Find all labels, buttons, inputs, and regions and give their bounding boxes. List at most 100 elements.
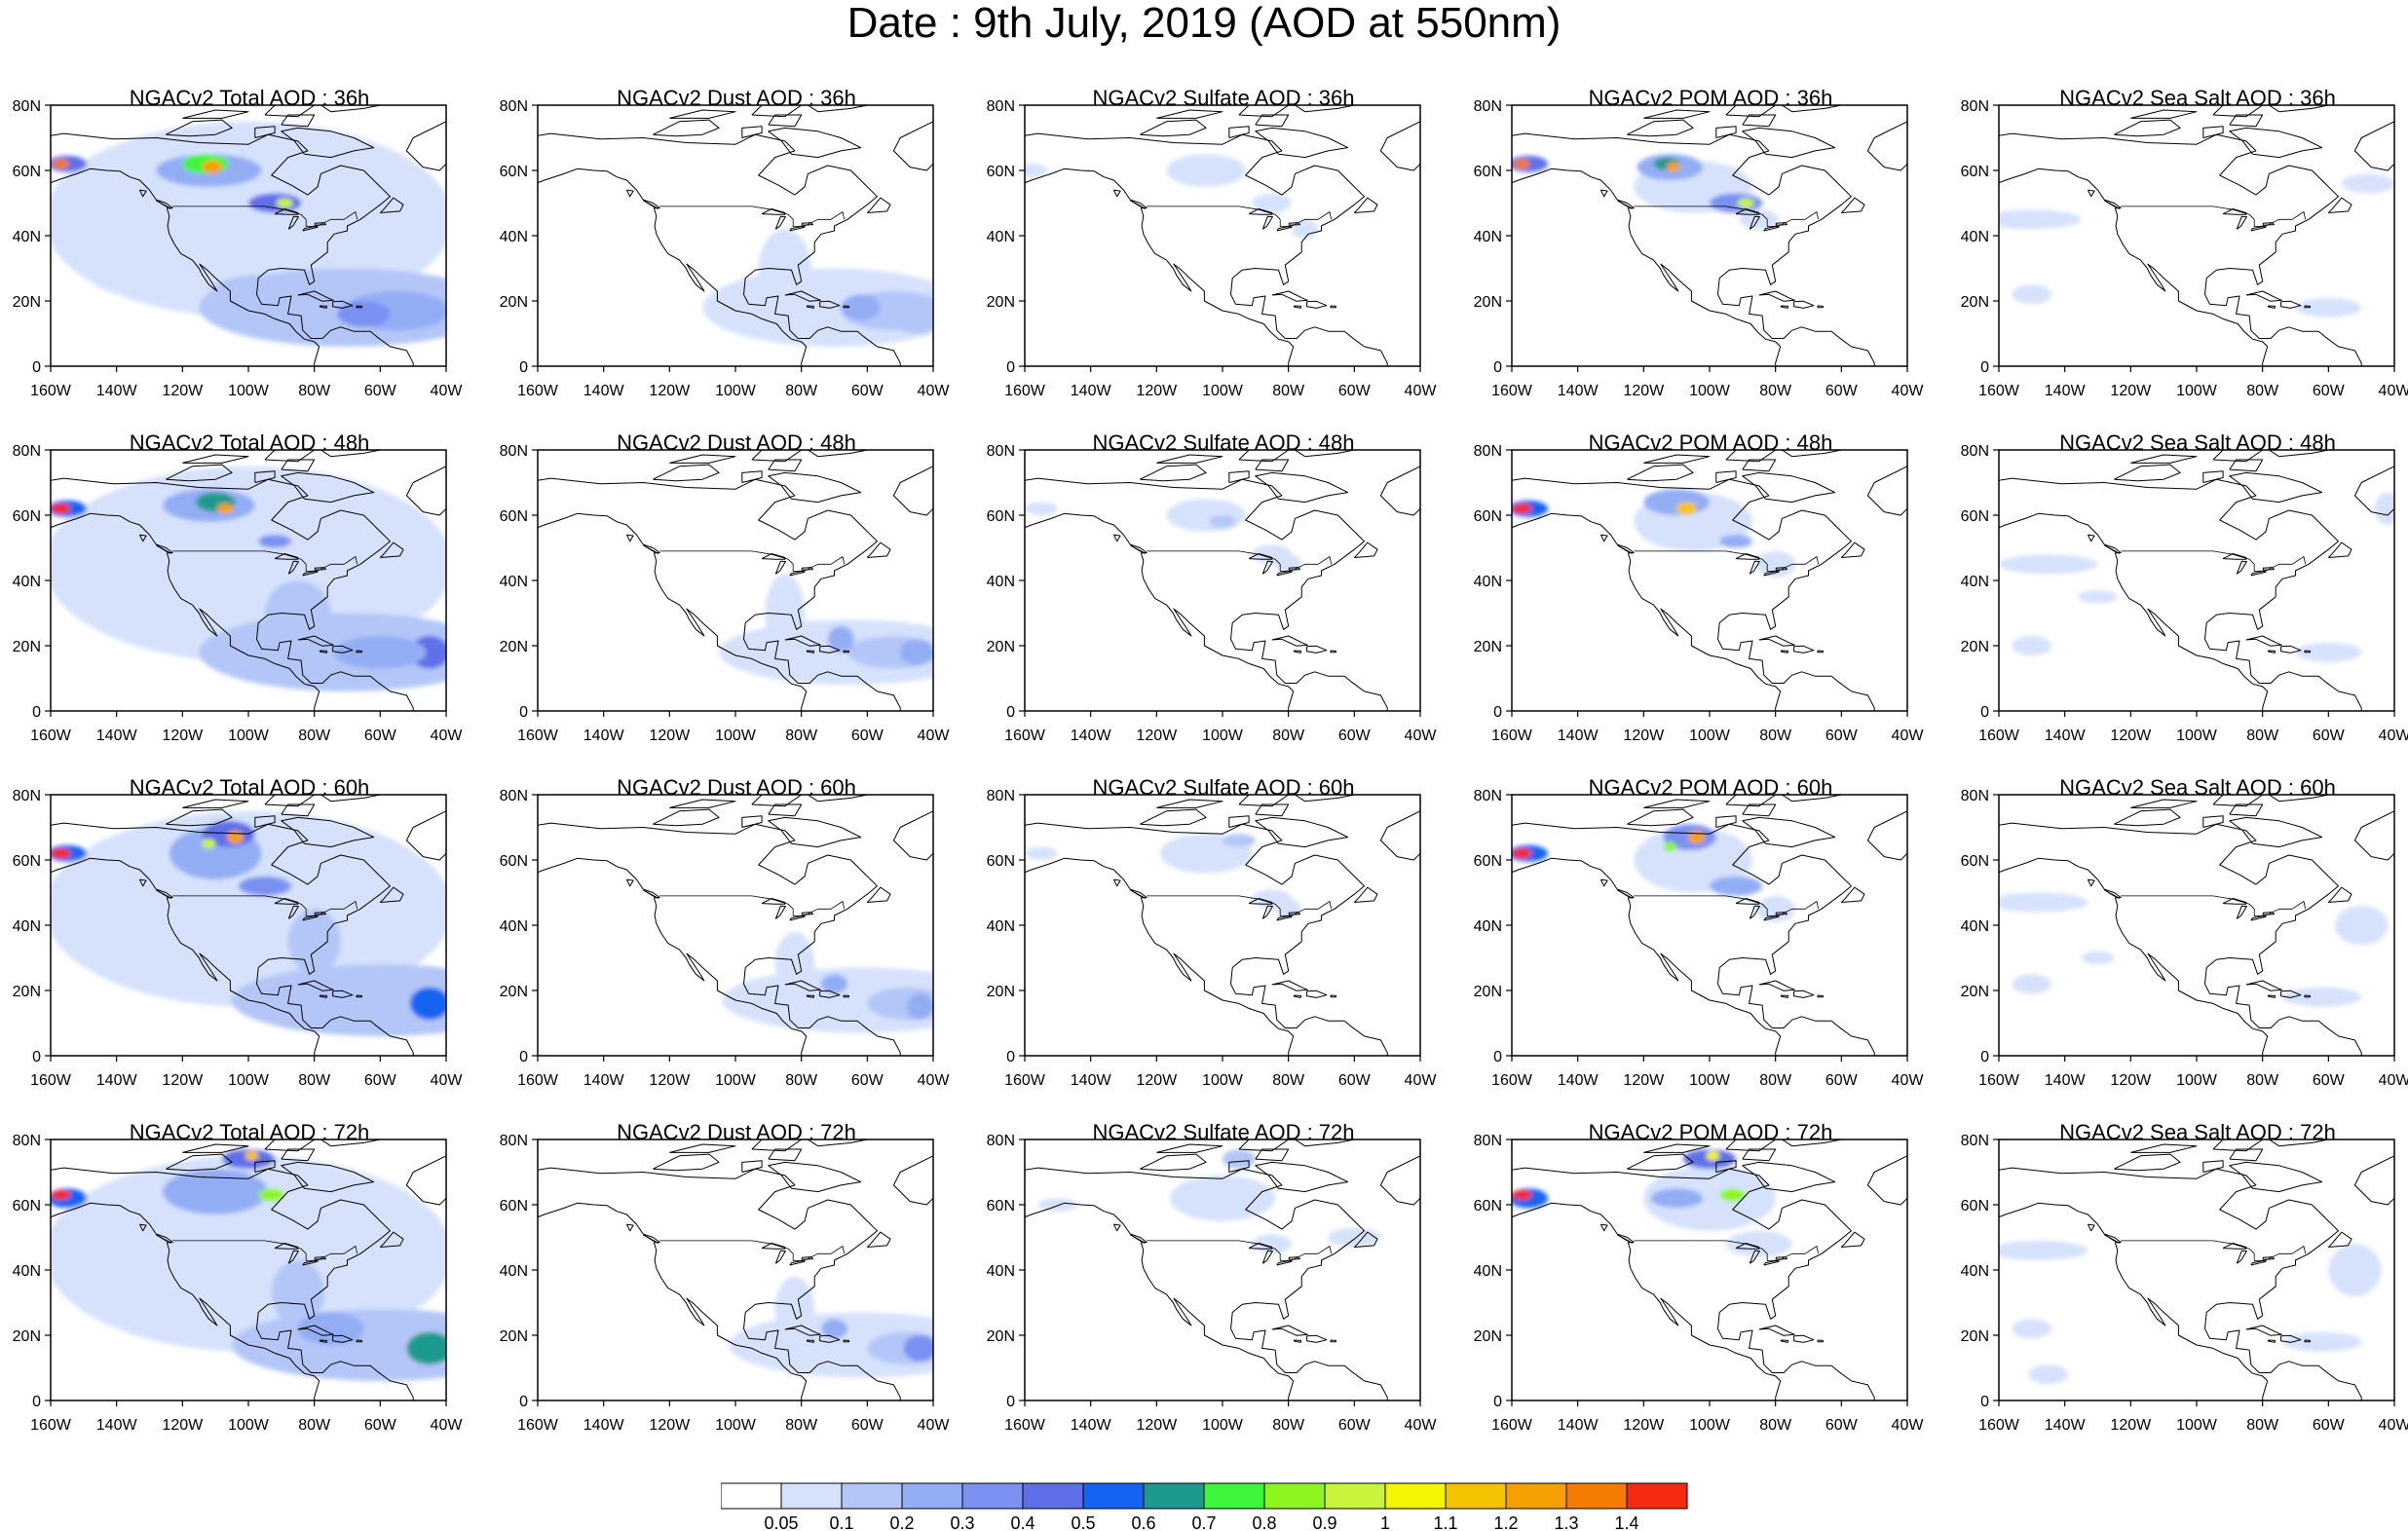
colorbar-swatch bbox=[1082, 1482, 1145, 1510]
lon-tick-label: 120W bbox=[2110, 728, 2152, 744]
lat-tick-label: 80N bbox=[13, 443, 41, 460]
lon-tick-label: 80W bbox=[298, 1417, 331, 1434]
lat-tick-label: 60N bbox=[500, 1198, 528, 1214]
lat-tick-label: 20N bbox=[987, 1328, 1015, 1345]
lat-tick-label: 80N bbox=[13, 98, 41, 115]
coastline bbox=[538, 1139, 933, 1400]
lon-tick-label: 160W bbox=[1978, 728, 2020, 744]
lat-tick-label: 60N bbox=[987, 853, 1015, 870]
lat-tick-label: 40N bbox=[500, 918, 528, 935]
aod-patch bbox=[1166, 499, 1246, 532]
lon-tick-label: 40W bbox=[1405, 383, 1438, 399]
lon-tick-label: 120W bbox=[649, 1417, 691, 1434]
lat-tick-label: 20N bbox=[1474, 639, 1502, 655]
lat-tick-label: 80N bbox=[1474, 443, 1502, 460]
lat-tick-label: 40N bbox=[500, 229, 528, 245]
lon-tick-label: 80W bbox=[1272, 1072, 1305, 1089]
lon-tick-label: 80W bbox=[298, 728, 331, 744]
aod-patch bbox=[1706, 1150, 1720, 1161]
lat-tick-label: 80N bbox=[500, 788, 528, 804]
lat-tick-label: 0 bbox=[1006, 1049, 1015, 1065]
lon-tick-label: 100W bbox=[2176, 383, 2218, 399]
aod-patch bbox=[758, 229, 811, 308]
country-border bbox=[1147, 895, 1333, 916]
lon-tick-label: 60W bbox=[364, 1072, 397, 1089]
lat-tick-label: 60N bbox=[13, 164, 41, 180]
aod-patch bbox=[2282, 1331, 2362, 1352]
colorbar-label: 0.1 bbox=[829, 1513, 853, 1531]
lat-tick-label: 20N bbox=[987, 639, 1015, 655]
aod-patch bbox=[1710, 876, 1763, 896]
country-border bbox=[1147, 1240, 1333, 1261]
colorbar-swatch bbox=[1445, 1482, 1507, 1510]
lon-tick-label: 100W bbox=[228, 383, 270, 399]
lon-tick-label: 40W bbox=[918, 1072, 951, 1089]
colorbar-label: 0.8 bbox=[1252, 1513, 1276, 1531]
aod-patch bbox=[1688, 830, 1705, 844]
lat-tick-label: 80N bbox=[987, 1133, 1015, 1149]
colorbar-label: 1 bbox=[1380, 1513, 1390, 1531]
aod-patch bbox=[238, 876, 291, 896]
aod-patch bbox=[51, 504, 71, 514]
lon-tick-label: 40W bbox=[2379, 1072, 2408, 1089]
lon-tick-label: 140W bbox=[583, 1072, 625, 1089]
aod-patch bbox=[722, 967, 933, 1033]
aod-field bbox=[1999, 892, 2389, 1007]
lat-tick-label: 80N bbox=[500, 443, 528, 460]
map-plot: 160W 140W 120W 100W 80W 60W 40W 0 20N 40N 60N 80N bbox=[13, 1133, 464, 1434]
lon-tick-label: 100W bbox=[1202, 728, 1244, 744]
lat-tick-label: 40N bbox=[1961, 1263, 1989, 1280]
aod-patch bbox=[297, 1312, 364, 1346]
lon-tick-label: 60W bbox=[2313, 1417, 2346, 1434]
aod-patch bbox=[248, 193, 302, 213]
aod-field bbox=[1999, 492, 2394, 662]
figure-title: Date : 9th July, 2019 (AOD at 550nm) bbox=[847, 0, 1561, 47]
lat-tick-label: 80N bbox=[1961, 788, 1989, 804]
lat-tick-label: 80N bbox=[1474, 98, 1502, 115]
lat-tick-label: 40N bbox=[987, 229, 1015, 245]
lon-tick-label: 80W bbox=[298, 383, 331, 399]
aod-patch bbox=[827, 625, 854, 653]
lon-tick-label: 140W bbox=[2045, 728, 2087, 744]
lon-tick-label: 40W bbox=[1892, 728, 1925, 744]
aod-patch bbox=[232, 1309, 446, 1381]
aod-patch bbox=[245, 1150, 259, 1161]
lon-tick-label: 140W bbox=[96, 1072, 138, 1089]
lon-tick-label: 160W bbox=[30, 728, 72, 744]
lon-tick-label: 100W bbox=[1202, 1072, 1244, 1089]
lon-tick-label: 60W bbox=[851, 1072, 884, 1089]
lon-tick-label: 80W bbox=[2246, 728, 2279, 744]
map-plot: 160W 140W 120W 100W 80W 60W 40W 0 20N 40N 60N 80N bbox=[987, 443, 1438, 744]
map-background bbox=[1999, 795, 2394, 1056]
aod-patch bbox=[1755, 550, 1795, 578]
lat-tick-label: 40N bbox=[500, 574, 528, 590]
lon-tick-label: 40W bbox=[1892, 1417, 1925, 1434]
lon-tick-label: 100W bbox=[1689, 383, 1731, 399]
lat-tick-label: 40N bbox=[1961, 574, 1989, 590]
lon-tick-label: 160W bbox=[1978, 1072, 2020, 1089]
aod-patch bbox=[83, 574, 248, 640]
aod-patch bbox=[2374, 492, 2394, 526]
map-plot: 160W 140W 120W 100W 80W 60W 40W 0 20N 40N 60N 80N bbox=[1961, 1133, 2408, 1434]
aod-field bbox=[729, 1276, 933, 1378]
coastline bbox=[1512, 1139, 1907, 1400]
lon-tick-label: 80W bbox=[1759, 728, 1792, 744]
country-border bbox=[1147, 550, 1333, 572]
lat-tick-label: 40N bbox=[1474, 918, 1502, 935]
map-plot: 160W 140W 120W 100W 80W 60W 40W 0 20N 40N 60N 80N bbox=[987, 98, 1438, 399]
lon-tick-label: 60W bbox=[364, 1417, 397, 1434]
lat-tick-label: 0 bbox=[32, 704, 41, 721]
map-plot: 160W 140W 120W 100W 80W 60W 40W 0 20N 40N 60N 80N bbox=[1474, 443, 1925, 744]
lon-tick-label: 140W bbox=[1071, 1417, 1112, 1434]
lat-tick-label: 0 bbox=[519, 359, 528, 376]
aod-patch bbox=[287, 909, 341, 975]
aod-patch bbox=[1999, 892, 2088, 913]
country-border bbox=[659, 895, 846, 916]
aod-patch bbox=[2081, 951, 2115, 965]
country-border bbox=[1634, 1240, 1820, 1261]
lon-tick-label: 140W bbox=[583, 383, 625, 399]
country-border bbox=[1634, 205, 1820, 227]
lat-tick-label: 80N bbox=[1961, 443, 1989, 460]
colorbar-swatch bbox=[1324, 1482, 1386, 1510]
lon-tick-label: 120W bbox=[2110, 383, 2152, 399]
